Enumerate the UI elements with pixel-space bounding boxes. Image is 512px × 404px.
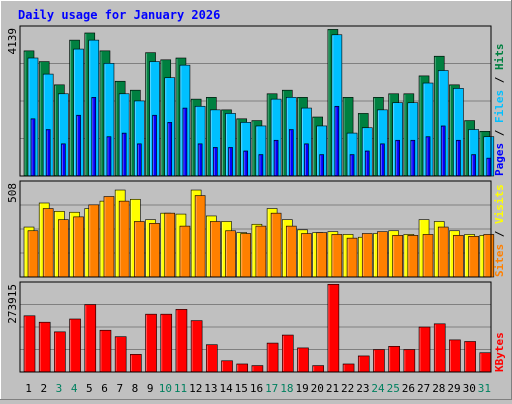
x-tick-label: 3 <box>56 382 63 395</box>
series-legend: KBytes <box>493 332 506 372</box>
scale-label: 508 <box>6 183 19 203</box>
chart-title: Daily usage for January 2026 <box>18 8 220 22</box>
plot-border <box>19 180 492 278</box>
bar-kbytes <box>23 315 36 373</box>
bar-kbytes <box>38 321 51 373</box>
bar-kbytes <box>388 345 400 373</box>
legend-files: Files <box>493 90 506 123</box>
x-tick-label: 23 <box>356 382 369 395</box>
bar-kbytes <box>69 318 81 373</box>
plot-border <box>19 281 492 373</box>
bar-kbytes <box>297 347 309 373</box>
x-tick-label: 7 <box>116 382 123 395</box>
bar-kbytes <box>190 320 203 373</box>
bar-kbytes <box>236 363 249 373</box>
bar-kbytes <box>175 309 188 373</box>
x-tick-label: 9 <box>147 382 154 395</box>
bar-kbytes <box>99 329 112 373</box>
series-legend: Sites / Visits <box>493 184 506 277</box>
bar-kbytes <box>145 313 157 373</box>
bar-kbytes <box>403 349 416 373</box>
bar-kbytes <box>281 334 294 373</box>
x-tick-label: 12 <box>189 382 202 395</box>
x-tick-label: 29 <box>447 382 460 395</box>
bar-kbytes <box>266 342 279 373</box>
x-tick-label: 20 <box>311 382 324 395</box>
x-tick-label: 14 <box>219 382 233 395</box>
x-tick-label: 15 <box>235 382 248 395</box>
x-tick-label: 27 <box>417 382 430 395</box>
x-tick-label: 16 <box>250 382 263 395</box>
bar-kbytes <box>464 341 476 373</box>
x-tick-label: 17 <box>265 382 278 395</box>
legend-visits: Visits <box>493 184 506 224</box>
x-tick-label: 2 <box>40 382 47 395</box>
x-tick-label: 4 <box>71 382 78 395</box>
bar-kbytes <box>449 339 461 373</box>
x-tick-label: 1 <box>25 382 32 395</box>
x-tick-label: 10 <box>159 382 172 395</box>
x-tick-label: 31 <box>478 382 491 395</box>
bar-kbytes <box>327 283 340 373</box>
bar-kbytes <box>479 352 492 373</box>
scale-label: 273915 <box>6 284 19 324</box>
bar-kbytes <box>130 354 142 373</box>
bar-kbytes <box>373 349 385 373</box>
x-tick-label: 8 <box>132 382 139 395</box>
bar-kbytes <box>160 313 173 373</box>
panel-1: 4139 Pages / Files / Hits <box>6 25 506 177</box>
legend-sites: Sites <box>493 244 506 277</box>
x-tick-label: 13 <box>204 382 217 395</box>
x-tick-label: 21 <box>326 382 339 395</box>
x-tick-label: 11 <box>174 382 187 395</box>
bar-kbytes <box>114 336 127 373</box>
scale-label: 4139 <box>6 28 19 55</box>
legend-separator: / <box>493 224 506 244</box>
legend-pages: Pages <box>493 143 506 176</box>
x-tick-label: 6 <box>101 382 108 395</box>
legend-hits: Hits <box>493 44 506 71</box>
legend-separator: / <box>493 123 506 143</box>
x-tick-label: 30 <box>463 382 476 395</box>
x-tick-label: 5 <box>86 382 93 395</box>
bar-kbytes <box>418 326 431 373</box>
x-tick-label: 22 <box>341 382 354 395</box>
panel-3: 273915 KBytes <box>6 281 506 373</box>
bar-kbytes <box>433 323 446 373</box>
legend-kbytes: KBytes <box>493 332 506 372</box>
bar-kbytes <box>312 365 324 373</box>
bar-kbytes <box>206 344 218 373</box>
panel-2: 508 Sites / Visits <box>6 180 506 278</box>
x-tick-label: 26 <box>402 382 415 395</box>
bar-kbytes <box>54 331 66 373</box>
legend-separator: / <box>493 70 506 90</box>
bar-kbytes <box>357 355 370 373</box>
bar-kbytes <box>84 304 97 373</box>
x-tick-label: 25 <box>387 382 400 395</box>
bar-kbytes <box>221 360 233 373</box>
bar-kbytes <box>251 365 264 373</box>
plot-border <box>19 25 492 177</box>
series-legend: Pages / Files / Hits <box>493 44 506 177</box>
x-tick-label: 18 <box>280 382 293 395</box>
x-tick-label: 24 <box>371 382 385 395</box>
bar-kbytes <box>342 363 355 373</box>
x-tick-label: 28 <box>432 382 445 395</box>
x-axis-labels: 1 2 3 4 5 6 7 8 9 10 11 12 13 14 15 16 17 18 19 20 21 22 23 24 2… <box>25 382 491 395</box>
x-tick-label: 19 <box>295 382 308 395</box>
